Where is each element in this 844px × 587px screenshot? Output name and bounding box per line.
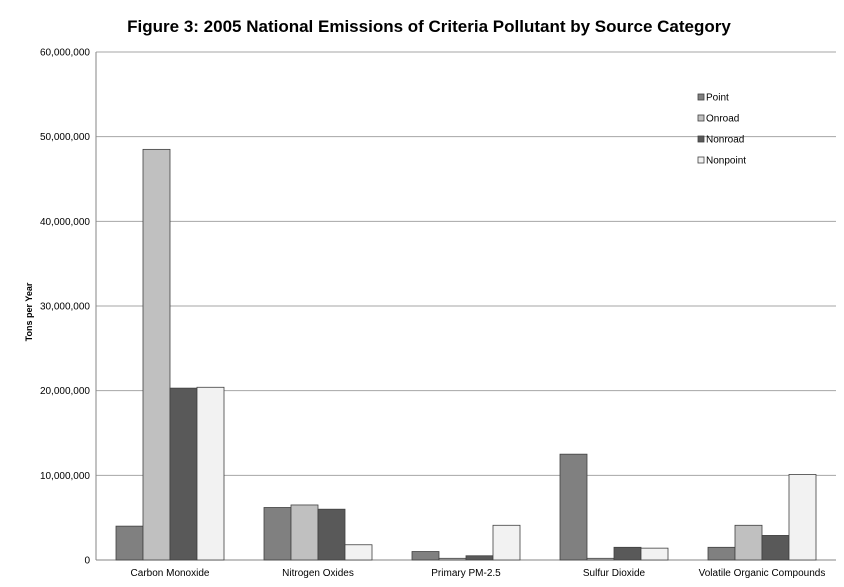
y-tick-label: 20,000,000 [40,386,90,397]
bar-point-2 [263,507,292,561]
bar-onroad-5 [734,524,763,561]
legend-label-point: Point [706,93,729,104]
legend-label-onroad: Onroad [706,114,739,125]
bar-nonroad-4 [613,546,642,561]
x-category-label: Volatile Organic Compounds [699,568,826,579]
bar-nonroad-5 [761,535,790,561]
y-axis-label: Tons per Year [24,282,34,341]
x-category-label: Nitrogen Oxides [282,568,354,579]
y-tick-label: 50,000,000 [40,132,90,143]
bar-nonpoint-1 [196,386,225,561]
x-axis-categories: Carbon Monoxide Nitrogen Oxides Primary PM… [131,568,826,579]
legend-label-nonroad: Nonroad [706,135,744,146]
y-tick-label: 60,000,000 [40,48,90,59]
legend-swatch-nonpoint [697,156,705,164]
legend-label-nonpoint: Nonpoint [706,156,746,167]
bar-nonpoint-3 [492,524,521,561]
x-category-label: Primary PM-2.5 [431,568,501,579]
y-tick-label: 40,000,000 [40,217,90,228]
bar-onroad-4 [586,557,615,561]
bar-point-1 [115,525,144,561]
bar-nonroad-1 [169,387,198,561]
bar-nonroad-3 [465,555,494,561]
bar-nonpoint-5 [788,474,817,561]
y-axis-ticks: 0 10,000,000 20,000,000 30,000,000 40,000,00… [40,48,91,567]
y-tick-label: 30,000,000 [40,302,90,313]
bar-point-5 [707,546,736,561]
legend: Point Onroad Nonroad Nonpoint [697,93,746,167]
x-category-label: Carbon Monoxide [131,568,210,579]
bar-point-4 [559,453,588,561]
bar-nonpoint-4 [640,547,669,561]
bars [115,148,817,561]
legend-swatch-point [697,93,705,101]
legend-swatch-nonroad [697,135,705,143]
bar-nonroad-2 [317,508,346,561]
legend-swatch-onroad [697,114,705,122]
bar-onroad-3 [438,557,467,561]
bar-nonpoint-2 [344,544,373,561]
bar-onroad-2 [290,504,319,561]
x-category-label: Sulfur Dioxide [583,568,646,579]
bar-onroad-1 [142,148,171,561]
bar-point-3 [411,551,440,561]
y-tick-label: 0 [84,556,90,567]
y-tick-label: 10,000,000 [40,471,90,482]
chart-title: Figure 3: 2005 National Emissions of Cri… [127,17,731,36]
